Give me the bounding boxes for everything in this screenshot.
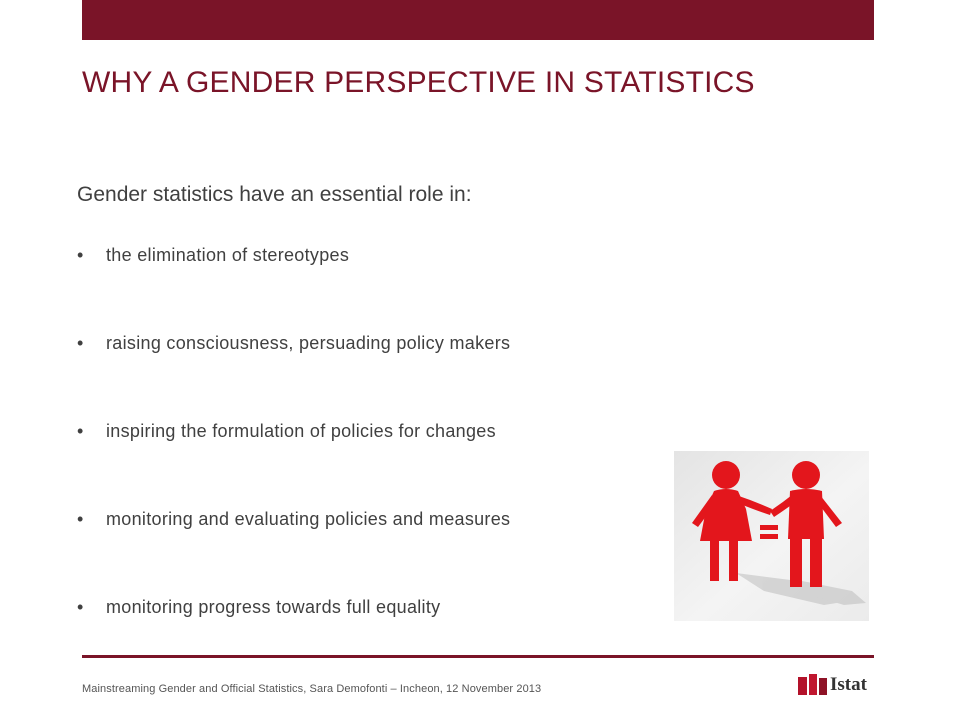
bullet-text: the elimination of stereotypes [106, 245, 350, 265]
gender-equality-illustration [674, 451, 869, 621]
intro-text: Gender statistics have an essential role… [77, 183, 472, 206]
bullet-marker: • [77, 597, 84, 617]
bullet-text: raising consciousness, persuading policy… [106, 333, 511, 353]
istat-logo: Istat [798, 672, 876, 700]
equals-sign [760, 525, 778, 539]
man-figure [770, 461, 842, 587]
bullet-text: monitoring progress towards full equalit… [106, 597, 441, 617]
bullet-text: monitoring and evaluating policies and m… [106, 509, 511, 529]
header-bar [82, 0, 874, 40]
bullet-marker: • [77, 245, 84, 265]
bullet-marker: • [77, 509, 84, 529]
bullet-marker: • [77, 333, 84, 353]
istat-logo-icon [798, 674, 827, 695]
footer-caption: Mainstreaming Gender and Official Statis… [82, 683, 542, 695]
bullet-marker: • [77, 421, 84, 441]
footer-divider [82, 655, 874, 658]
istat-logo-text: Istat [830, 674, 867, 695]
woman-figure [692, 461, 772, 581]
bullet-text: inspiring the formulation of policies fo… [106, 421, 496, 441]
slide-title: WHY A GENDER PERSPECTIVE IN STATISTICS [82, 66, 755, 99]
